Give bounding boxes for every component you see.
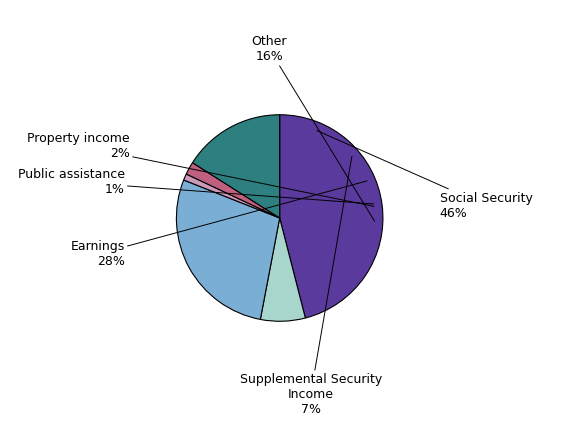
Wedge shape [260,218,305,321]
Wedge shape [176,180,280,320]
Text: Supplemental Security
Income
7%: Supplemental Security Income 7% [240,156,382,416]
Wedge shape [193,115,280,218]
Text: Public assistance
1%: Public assistance 1% [18,168,374,204]
Wedge shape [184,174,280,218]
Wedge shape [280,115,383,318]
Text: Earnings
28%: Earnings 28% [71,181,367,268]
Text: Social Security
46%: Social Security 46% [317,130,532,220]
Text: Other
16%: Other 16% [252,35,375,221]
Wedge shape [186,163,280,218]
Text: Property income
2%: Property income 2% [27,132,374,206]
